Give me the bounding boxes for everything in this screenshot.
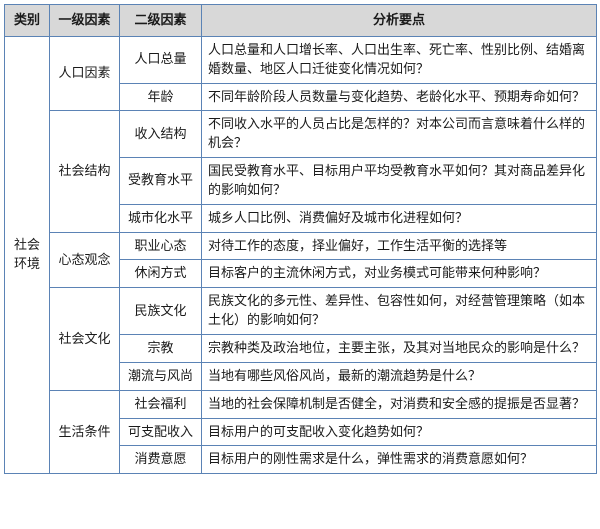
header-level1: 一级因素 <box>50 5 120 37</box>
points-cell: 不同收入水平的人员占比是怎样的？对本公司而言意味着什么样的机会？ <box>202 111 597 158</box>
level2-cell: 城市化水平 <box>120 204 202 232</box>
points-cell: 目标用户的可支配收入变化趋势如何？ <box>202 418 597 446</box>
level2-cell: 年龄 <box>120 83 202 111</box>
points-cell: 目标用户的刚性需求是什么，弹性需求的消费意愿如何？ <box>202 446 597 474</box>
header-points: 分析要点 <box>202 5 597 37</box>
table-row: 社会结构收入结构不同收入水平的人员占比是怎样的？对本公司而言意味着什么样的机会？ <box>5 111 597 158</box>
level1-cell: 社会文化 <box>50 288 120 390</box>
header-row: 类别 一级因素 二级因素 分析要点 <box>5 5 597 37</box>
table-row: 社会文化民族文化民族文化的多元性、差异性、包容性如何，对经营管理策略（如本土化）… <box>5 288 597 335</box>
level2-cell: 可支配收入 <box>120 418 202 446</box>
level2-cell: 休闲方式 <box>120 260 202 288</box>
level1-cell: 人口因素 <box>50 36 120 111</box>
points-cell: 宗教种类及政治地位，主要主张，及其对当地民众的影响是什么？ <box>202 334 597 362</box>
table-row: 社会环境人口因素人口总量人口总量和人口增长率、人口出生率、死亡率、性别比例、结婚… <box>5 36 597 83</box>
points-cell: 民族文化的多元性、差异性、包容性如何，对经营管理策略（如本土化）的影响如何？ <box>202 288 597 335</box>
table-row: 心态观念职业心态对待工作的态度，择业偏好，工作生活平衡的选择等 <box>5 232 597 260</box>
level2-cell: 社会福利 <box>120 390 202 418</box>
points-cell: 不同年龄阶段人员数量与变化趋势、老龄化水平、预期寿命如何？ <box>202 83 597 111</box>
level2-cell: 受教育水平 <box>120 158 202 205</box>
level1-cell: 生活条件 <box>50 390 120 474</box>
level2-cell: 民族文化 <box>120 288 202 335</box>
level1-cell: 社会结构 <box>50 111 120 232</box>
header-category: 类别 <box>5 5 50 37</box>
level2-cell: 收入结构 <box>120 111 202 158</box>
level2-cell: 消费意愿 <box>120 446 202 474</box>
level2-cell: 人口总量 <box>120 36 202 83</box>
points-cell: 目标客户的主流休闲方式，对业务模式可能带来何种影响？ <box>202 260 597 288</box>
level2-cell: 职业心态 <box>120 232 202 260</box>
level2-cell: 潮流与风尚 <box>120 362 202 390</box>
points-cell: 国民受教育水平、目标用户平均受教育水平如何？其对商品差异化的影响如何？ <box>202 158 597 205</box>
points-cell: 对待工作的态度，择业偏好，工作生活平衡的选择等 <box>202 232 597 260</box>
level2-cell: 宗教 <box>120 334 202 362</box>
points-cell: 当地的社会保障机制是否健全，对消费和安全感的提振是否显著？ <box>202 390 597 418</box>
points-cell: 城乡人口比例、消费偏好及城市化进程如何？ <box>202 204 597 232</box>
level1-cell: 心态观念 <box>50 232 120 288</box>
points-cell: 当地有哪些风俗风尚，最新的潮流趋势是什么？ <box>202 362 597 390</box>
category-cell: 社会环境 <box>5 36 50 473</box>
analysis-table: 类别 一级因素 二级因素 分析要点 社会环境人口因素人口总量人口总量和人口增长率… <box>4 4 597 474</box>
table-row: 生活条件社会福利当地的社会保障机制是否健全，对消费和安全感的提振是否显著？ <box>5 390 597 418</box>
points-cell: 人口总量和人口增长率、人口出生率、死亡率、性别比例、结婚离婚数量、地区人口迁徙变… <box>202 36 597 83</box>
header-level2: 二级因素 <box>120 5 202 37</box>
